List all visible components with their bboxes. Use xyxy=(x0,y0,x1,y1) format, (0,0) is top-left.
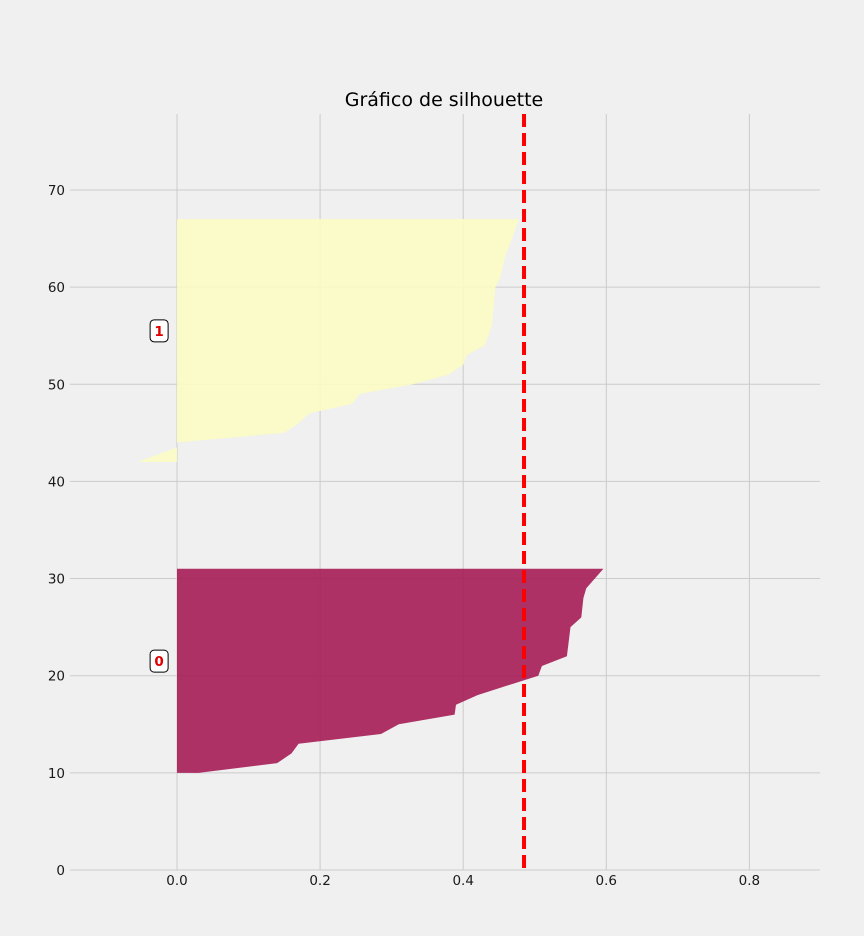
y-tick-label: 50 xyxy=(48,377,65,393)
chart-title: Gráfico de silhouette xyxy=(345,89,544,111)
silhouette-areas xyxy=(137,219,604,773)
y-tick-label: 70 xyxy=(48,183,65,199)
cluster-label-box xyxy=(149,649,169,673)
cluster-0-silhouette-area xyxy=(177,568,604,773)
y-tick-label: 20 xyxy=(48,669,65,685)
cluster-label-box xyxy=(149,319,169,343)
y-tick-label: 40 xyxy=(48,474,65,490)
y-tick-label: 30 xyxy=(48,572,65,588)
x-tick-label: 0.0 xyxy=(166,873,187,889)
cluster-labels: 01 xyxy=(149,319,169,673)
x-tick-label: 0.4 xyxy=(452,873,473,889)
x-tick-label: 0.2 xyxy=(309,873,330,889)
x-tick-labels: 0.0 0.2 0.4 0.6 0.8 xyxy=(166,873,760,889)
cluster-label: 1 xyxy=(154,324,163,340)
y-tick-label: 60 xyxy=(48,280,65,296)
x-tick-label: 0.6 xyxy=(596,873,617,889)
cluster-1-silhouette-area xyxy=(137,219,519,462)
y-tick-label: 10 xyxy=(48,766,65,782)
cluster-label: 0 xyxy=(154,654,163,670)
y-tick-label: 0 xyxy=(56,863,65,879)
x-tick-label: 0.8 xyxy=(739,873,760,889)
y-tick-labels: 0 10 20 30 40 50 60 70 xyxy=(48,183,65,879)
